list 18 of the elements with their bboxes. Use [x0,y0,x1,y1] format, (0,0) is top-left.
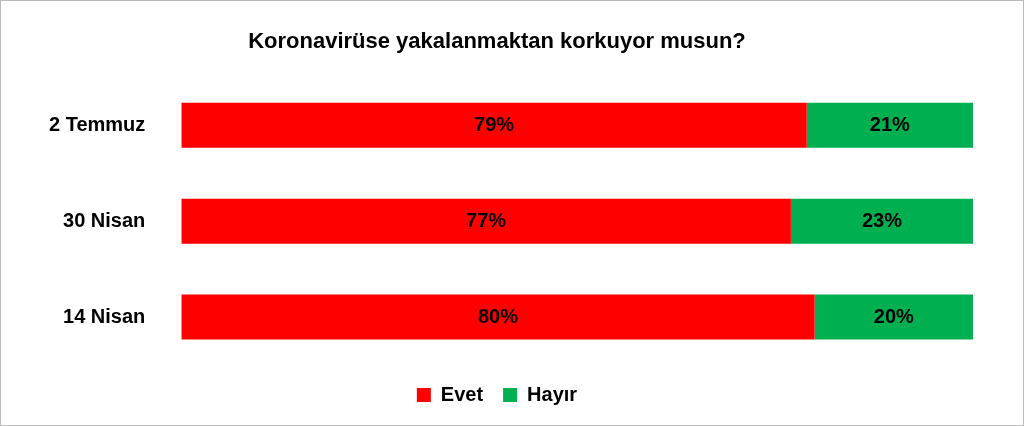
legend-label: Evet [440,382,484,405]
bar [181,102,807,148]
data-label: 23% [861,208,903,231]
bar [806,102,973,148]
bar [790,198,973,244]
data-label: 20% [873,304,915,327]
legend-label: Hayır [527,382,578,405]
bar [181,294,815,340]
data-label: 77% [466,208,507,231]
bar [814,294,973,340]
data-label: 80% [477,304,519,327]
data-label: 21% [869,112,911,135]
y-tick-label: 14 Nisan [63,304,146,327]
bar [181,198,791,244]
data-label: 79% [474,112,515,135]
chart-title: Koronavirüse yakalanmaktan korkuyor musun? [248,28,746,54]
y-tick-label: 30 Nisan [63,208,146,231]
y-tick-label: 2 Temmuz [48,112,146,135]
